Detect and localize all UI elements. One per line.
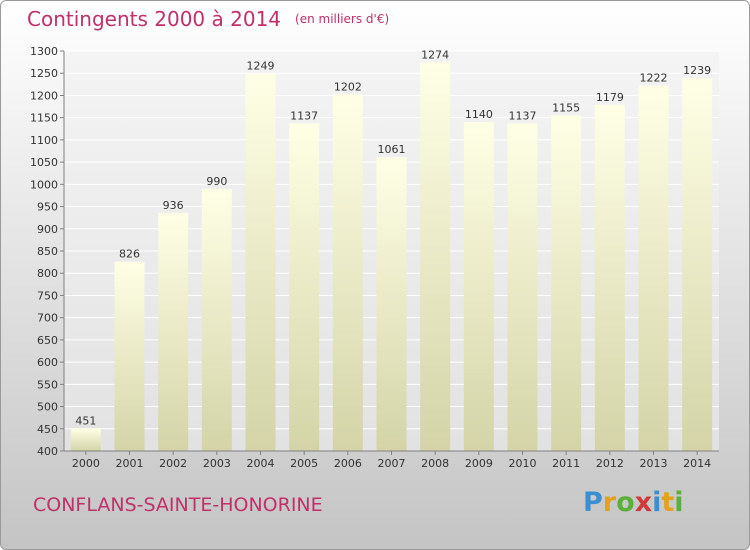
axes (60, 50, 719, 455)
proxiti-logo: Proxiti (583, 487, 684, 518)
value-labels: 451 826 936 990 1249 1137 1202 1061 1274 1140 1137… (75, 49, 711, 428)
bar (638, 85, 669, 452)
y-tick-label: 750 (37, 289, 58, 302)
title-unit: (en milliers d'€) (295, 12, 390, 26)
y-tick-label: 900 (37, 223, 58, 236)
bar (114, 261, 145, 451)
value-label: 1274 (421, 49, 449, 62)
x-tick-label: 2007 (378, 457, 406, 470)
x-tick-label: 2012 (596, 457, 624, 470)
x-tick-label: 2014 (683, 457, 711, 470)
x-tick-label: 2009 (465, 457, 493, 470)
y-tick-label: 1300 (30, 45, 58, 58)
value-label: 936 (163, 199, 184, 212)
x-tick-label: 2000 (72, 457, 100, 470)
x-tick-label: 2002 (159, 457, 187, 470)
y-tick-label: 1000 (30, 178, 58, 191)
title-text: Contingents 2000 à 2014 (27, 7, 282, 31)
value-label: 1137 (290, 109, 318, 122)
x-tick-label: 2008 (421, 457, 449, 470)
y-tick-label: 450 (37, 423, 58, 436)
x-tick-label: 2004 (247, 457, 275, 470)
value-label: 1061 (378, 143, 406, 156)
y-tick-label: 500 (37, 401, 58, 414)
value-label: 1202 (334, 81, 362, 94)
value-label: 1249 (247, 60, 275, 73)
bar (289, 123, 320, 451)
x-tick-label: 2003 (203, 457, 231, 470)
bar (682, 78, 713, 451)
y-tick-label: 950 (37, 201, 58, 214)
y-tick-label: 400 (37, 445, 58, 458)
x-tick-label: 2013 (640, 457, 668, 470)
bar (594, 104, 625, 452)
bars (70, 62, 713, 452)
bar (463, 122, 494, 451)
bar (70, 428, 101, 451)
value-label: 826 (119, 248, 140, 261)
x-tick-label: 2006 (334, 457, 362, 470)
y-tick-label: 1100 (30, 134, 58, 147)
bar (245, 73, 276, 452)
y-tick-label: 700 (37, 312, 58, 325)
chart-title: Contingents 2000 à 2014 (en milliers d'€) (27, 7, 389, 31)
bar (376, 157, 407, 451)
value-label: 451 (75, 414, 96, 427)
y-tick-label: 800 (37, 267, 58, 280)
bar (158, 212, 189, 451)
bar (201, 188, 232, 451)
y-tick-label: 1250 (30, 67, 58, 80)
value-label: 1137 (509, 109, 537, 122)
x-tick-label: 2001 (116, 457, 144, 470)
bar (332, 94, 363, 452)
bar (507, 123, 538, 451)
x-tick-label: 2010 (509, 457, 537, 470)
y-tick-label: 550 (37, 378, 58, 391)
value-label: 1140 (465, 108, 493, 121)
city-name: CONFLANS-SAINTE-HONORINE (33, 494, 323, 516)
value-label: 1239 (683, 64, 711, 77)
y-tick-labels: 400 450 500 550 600 650 700 750 800 850 900 950 1000… (30, 45, 58, 458)
value-label: 1155 (552, 101, 580, 114)
value-label: 1222 (640, 72, 668, 85)
y-tick-label: 1150 (30, 112, 58, 125)
x-tick-label: 2011 (552, 457, 580, 470)
y-tick-label: 650 (37, 334, 58, 347)
bar (420, 62, 451, 452)
x-tick-label: 2005 (290, 457, 318, 470)
y-tick-label: 1050 (30, 156, 58, 169)
y-tick-label: 850 (37, 245, 58, 258)
y-tick-label: 1200 (30, 89, 58, 102)
value-label: 990 (206, 175, 227, 188)
y-tick-label: 600 (37, 356, 58, 369)
x-tick-labels: 2000 2001 2002 2003 2004 2005 2006 2007 2008 2009… (72, 457, 711, 470)
value-label: 1179 (596, 91, 624, 104)
bar (551, 115, 582, 451)
